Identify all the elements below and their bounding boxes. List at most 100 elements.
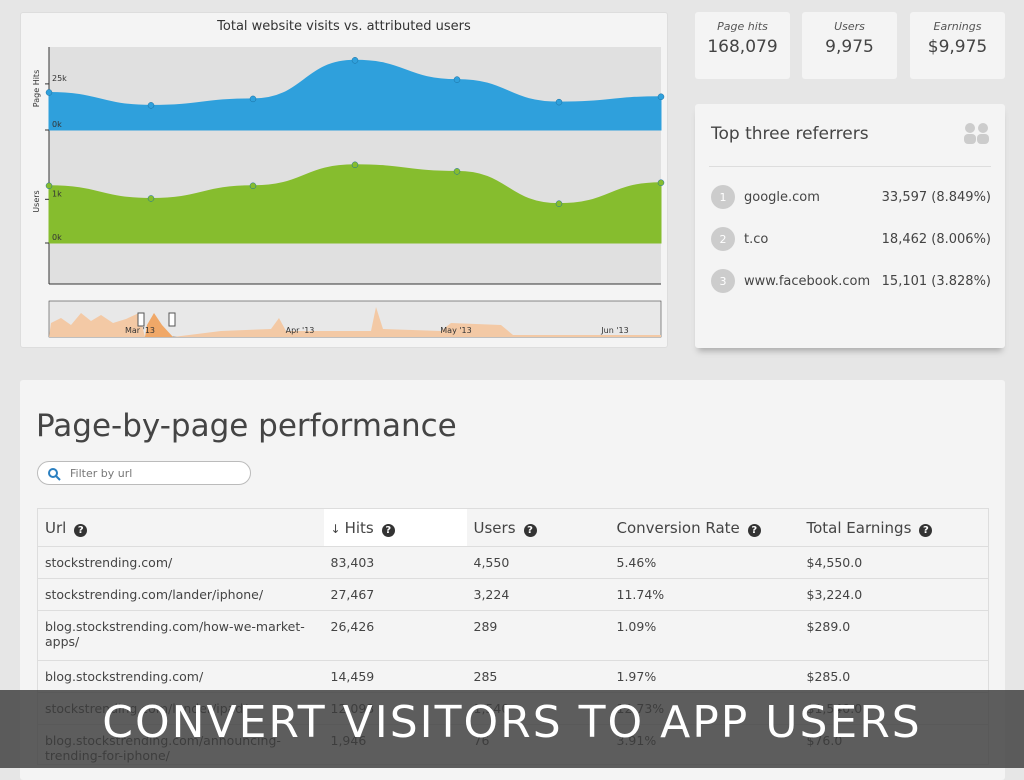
header-text: Total Earnings [806,518,912,537]
point [657,93,665,101]
table-cell: 83,403 [323,546,467,579]
point [147,195,155,202]
referrer-rank: 2 [711,227,735,251]
point [453,168,461,175]
column-header[interactable]: Conversion Rate? [609,508,800,547]
navigator-label: Mar '13 [125,326,155,335]
point [249,182,257,190]
stat-card: Earnings $9,975 [910,12,1005,79]
referrer-value: 18,462 (8.006%) [881,231,991,247]
navigator-handle[interactable] [168,312,176,327]
table-cell: 1.09% [609,610,800,661]
stat-value: $9,975 [927,37,988,57]
table-cell: 289 [466,610,610,661]
referrer-value: 15,101 (3.828%) [881,273,991,289]
navigator-handle[interactable] [137,312,145,327]
table-cell: 27,467 [323,578,467,611]
stat-card: Users 9,975 [802,12,897,79]
table-cell: blog.stockstrending.com/how-we-market-ap… [37,610,324,661]
table-cell: stockstrending.com/lander/iphone/ [37,578,324,611]
y-axis-label: Page Hits [32,70,41,107]
divider [709,166,991,167]
help-icon: ? [919,523,933,537]
table-row: stockstrending.com/lander/iphone/27,467 3… [37,578,989,611]
stat-card: Page hits 168,079 [695,12,790,79]
point [351,161,359,169]
table-row: stockstrending.com/83,403 4,550 5.46% $4,55… [37,546,989,579]
visits-chart: Total website visits vs. attributed user… [32,19,665,338]
table-cell: $4,550.0 [799,546,989,579]
column-header[interactable]: ↓ Hits? [323,508,467,547]
search-icon [48,468,61,481]
y-tick-label: 25k [52,74,67,83]
referrer-row: 2 t.co 18,462 (8.006%) [711,226,991,252]
y-tick-label: 0k [52,120,62,129]
table-cell: 11.74% [609,578,800,611]
header-text: Users [473,518,516,537]
point [657,179,665,186]
filter-input[interactable]: Filter by url [37,461,251,485]
stat-label: Earnings [933,20,982,33]
referrer-rank: 1 [711,185,735,209]
referrer-rank: 3 [711,269,735,293]
point [555,200,563,207]
navigator-label: Jun '13 [600,326,628,335]
referrer-name: google.com [744,189,820,205]
point [453,76,461,83]
column-header[interactable]: Users? [466,508,610,547]
referrer-name: t.co [744,231,769,247]
point [45,182,53,190]
referrers-card: Top three referrers 1 google.com 33,597 (8… [695,104,1005,348]
help-icon: ? [74,523,88,537]
banner: CONVERT VISITORS TO APP USERS [0,690,1024,768]
point [555,98,563,106]
table-cell: 14,459 [323,660,467,693]
table-row: blog.stockstrending.com/14,459 285 1.97% $2… [37,660,989,693]
point [249,95,257,103]
point [351,57,359,64]
table-row: blog.stockstrending.com/how-we-market-ap… [37,610,989,661]
help-icon: ? [747,523,761,537]
navigator-label: Apr '13 [286,326,315,335]
navigator-area [173,307,661,337]
table-cell: $289.0 [799,610,989,661]
referrers-title: Top three referrers [711,124,869,144]
stat-label: Page hits [717,20,768,33]
navigator-selection [145,313,173,337]
table-cell: 4,550 [466,546,610,579]
users-icon [964,123,989,144]
referrer-name: www.facebook.com [744,273,871,289]
table-cell: 285 [466,660,610,693]
help-icon: ? [523,523,537,537]
column-header[interactable]: Total Earnings? [799,508,989,547]
filter-placeholder: Filter by url [70,467,133,480]
table-cell: 5.46% [609,546,800,579]
table-cell: 1.97% [609,660,800,693]
stat-value: 168,079 [707,37,778,57]
table-cell: 3,224 [466,578,610,611]
navigator-label: May '13 [440,326,471,335]
table-cell: $285.0 [799,660,989,693]
help-icon: ? [381,523,395,537]
sort-arrow: ↓ [330,521,341,536]
table-cell: blog.stockstrending.com/ [37,660,324,693]
y-tick-label: 0k [52,233,62,242]
chart-card: Total website visits vs. attributed user… [20,12,668,348]
table-cell: 26,426 [323,610,467,661]
header-text: Url [45,518,67,537]
performance-title: Page-by-page performance [36,408,457,444]
referrer-row: 3 www.facebook.com 15,101 (3.828%) [711,268,991,294]
y-axis-label: Users [32,190,41,212]
y-tick-label: 1k [52,189,62,198]
table-cell: stockstrending.com/ [37,546,324,579]
stat-value: 9,975 [825,37,874,57]
stat-label: Users [834,20,865,33]
navigator-area [49,313,145,337]
point [45,89,53,96]
referrer-value: 33,597 (8.849%) [881,189,991,205]
header-text: Conversion Rate [616,518,740,537]
column-header[interactable]: Url? [37,508,324,547]
chart-title: Total website visits vs. attributed user… [216,19,471,34]
point [147,102,155,109]
